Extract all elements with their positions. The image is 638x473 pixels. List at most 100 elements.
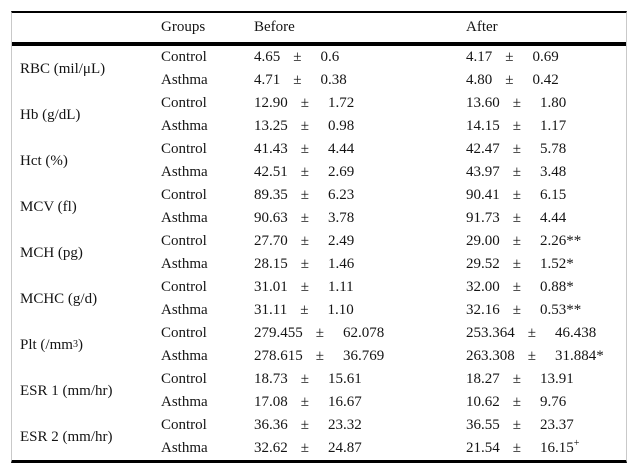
after-measure: 90.41 ±6.15 bbox=[466, 187, 626, 204]
before-value: 89.35 bbox=[254, 187, 288, 203]
plus-minus-sign: ± bbox=[512, 279, 521, 295]
table-row: Control 279.455 ±62.078 253.364 ±46.438 bbox=[161, 322, 626, 345]
plus-minus-sign: ± bbox=[505, 49, 514, 65]
before-error: 24.87 bbox=[327, 440, 362, 456]
after-error: 13.91 bbox=[539, 371, 574, 387]
before-measure: 27.70 ±2.49 bbox=[254, 233, 466, 250]
before-error: 23.32 bbox=[327, 417, 362, 433]
parameter-row-group: Plt (/mm 3) Control 279.455 ±62.078 253.364 ±4… bbox=[12, 322, 626, 368]
parameter-row-group: Hct (%) Control 41.43 ±4.44 42.47 ±5.78 Asthma… bbox=[12, 138, 626, 184]
before-value: 18.73 bbox=[254, 371, 288, 387]
after-error: 0.88* bbox=[539, 279, 574, 295]
param-label-text: MCV (fl) bbox=[20, 198, 77, 215]
group-name: Asthma bbox=[161, 256, 208, 272]
table-row: Asthma 32.62 ±24.87 21.54 ±16.15+ bbox=[161, 437, 626, 460]
group-name: Control bbox=[161, 279, 207, 295]
plus-minus-sign: ± bbox=[512, 187, 521, 203]
group-subrows: Control 18.73 ±15.61 18.27 ±13.91 Asthma 17.08… bbox=[161, 368, 626, 414]
after-value: 91.73 bbox=[466, 210, 500, 226]
after-value: 4.17 bbox=[466, 49, 493, 65]
before-error: 1.11 bbox=[327, 279, 354, 295]
after-value: 13.60 bbox=[466, 95, 500, 111]
group-name: Asthma bbox=[161, 440, 208, 456]
before-error: 2.69 bbox=[327, 164, 355, 180]
group-subrows: Control 4.65 ±0.6 4.17 ±0.69 Asthma 4.71 ±0.38 4… bbox=[161, 46, 626, 92]
after-value: 4.80 bbox=[466, 72, 493, 88]
param-label: MCH (pg) bbox=[12, 230, 161, 276]
param-label-text: ESR 2 (mm/hr) bbox=[20, 428, 113, 445]
plus-minus-sign: ± bbox=[512, 141, 521, 157]
before-measure: 13.25 ±0.98 bbox=[254, 118, 466, 135]
plus-minus-sign: ± bbox=[512, 233, 521, 249]
group-subrows: Control 279.455 ±62.078 253.364 ±46.438 Asthm… bbox=[161, 322, 626, 368]
before-measure: 4.71 ±0.38 bbox=[254, 72, 466, 89]
before-value: 12.90 bbox=[254, 95, 288, 111]
after-error: 6.15 bbox=[539, 187, 567, 203]
group-name: Asthma bbox=[161, 348, 208, 364]
table-row: Control 18.73 ±15.61 18.27 ±13.91 bbox=[161, 368, 626, 391]
group-name: Asthma bbox=[161, 164, 208, 180]
after-measure: 29.52 ±1.52* bbox=[466, 256, 626, 273]
table-row: Control 27.70 ±2.49 29.00 ±2.26** bbox=[161, 230, 626, 253]
plus-minus-sign: ± bbox=[300, 394, 309, 410]
after-measure: 263.308 ±31.884* bbox=[466, 348, 626, 365]
table-row: Control 36.36 ±23.32 36.55 ±23.37 bbox=[161, 414, 626, 437]
before-error: 0.98 bbox=[327, 118, 355, 134]
group-subrows: Control 89.35 ±6.23 90.41 ±6.15 Asthma 90.63 ±3… bbox=[161, 184, 626, 230]
before-value: 41.43 bbox=[254, 141, 288, 157]
plus-minus-sign: ± bbox=[300, 164, 309, 180]
plus-minus-sign: ± bbox=[300, 95, 309, 111]
column-header-after: After bbox=[466, 19, 498, 35]
before-measure: 278.615 ±36.769 bbox=[254, 348, 466, 365]
before-error: 3.78 bbox=[327, 210, 355, 226]
param-label: Plt (/mm 3) bbox=[20, 336, 83, 353]
plus-minus-sign: ± bbox=[505, 72, 514, 88]
table-row: Control 12.90 ±1.72 13.60 ±1.80 bbox=[161, 92, 626, 115]
before-value: 278.615 bbox=[254, 348, 303, 364]
param-label-text: Hb (g/dL) bbox=[20, 106, 81, 123]
plus-minus-sign: ± bbox=[512, 371, 521, 387]
before-error: 6.23 bbox=[327, 187, 355, 203]
before-measure: 279.455 ±62.078 bbox=[254, 325, 466, 342]
plus-minus-sign: ± bbox=[293, 49, 302, 65]
after-value: 43.97 bbox=[466, 164, 500, 180]
plus-minus-sign: ± bbox=[300, 417, 309, 433]
group-name: Control bbox=[161, 49, 207, 65]
after-value: 42.47 bbox=[466, 141, 500, 157]
before-measure: 32.62 ±24.87 bbox=[254, 440, 466, 457]
before-value: 31.01 bbox=[254, 279, 288, 295]
after-measure: 29.00 ±2.26** bbox=[466, 233, 626, 250]
before-measure: 28.15 ±1.46 bbox=[254, 256, 466, 273]
before-value: 13.25 bbox=[254, 118, 288, 134]
after-value: 29.00 bbox=[466, 233, 500, 249]
after-error: 23.37 bbox=[539, 417, 574, 433]
param-label-text: MCH (pg) bbox=[20, 244, 83, 261]
before-value: 279.455 bbox=[254, 325, 303, 341]
before-measure: 89.35 ±6.23 bbox=[254, 187, 466, 204]
after-value: 21.54 bbox=[466, 440, 500, 456]
before-value: 36.36 bbox=[254, 417, 288, 433]
parameter-row-group: MCV (fl) Control 89.35 ±6.23 90.41 ±6.15 Asthm… bbox=[12, 184, 626, 230]
after-error: 3.48 bbox=[539, 164, 567, 180]
after-measure: 13.60 ±1.80 bbox=[466, 95, 626, 112]
group-subrows: Control 31.01 ±1.11 32.00 ±0.88* Asthma 31.11 ±… bbox=[161, 276, 626, 322]
plus-minus-sign: ± bbox=[300, 118, 309, 134]
plus-minus-sign: ± bbox=[512, 417, 521, 433]
plus-minus-sign: ± bbox=[512, 95, 521, 111]
after-value: 32.00 bbox=[466, 279, 500, 295]
table-body: RBC (mil/μL) Control 4.65 ±0.6 4.17 ±0.69 Asth… bbox=[12, 46, 626, 460]
after-measure: 14.15 ±1.17 bbox=[466, 118, 626, 135]
after-measure: 18.27 ±13.91 bbox=[466, 371, 626, 388]
after-error: 1.52* bbox=[539, 256, 574, 272]
param-label-text: ESR 1 (mm/hr) bbox=[20, 382, 113, 399]
after-value: 29.52 bbox=[466, 256, 500, 272]
plus-minus-sign: ± bbox=[300, 256, 309, 272]
before-value: 28.15 bbox=[254, 256, 288, 272]
plus-minus-sign: ± bbox=[300, 233, 309, 249]
plus-minus-sign: ± bbox=[300, 187, 309, 203]
column-header-before: Before bbox=[254, 19, 295, 35]
after-error: 9.76 bbox=[539, 394, 567, 410]
parameter-row-group: Hb (g/dL) Control 12.90 ±1.72 13.60 ±1.80 Asth… bbox=[12, 92, 626, 138]
param-label-text: Hct (%) bbox=[20, 152, 68, 169]
before-error: 1.72 bbox=[327, 95, 355, 111]
